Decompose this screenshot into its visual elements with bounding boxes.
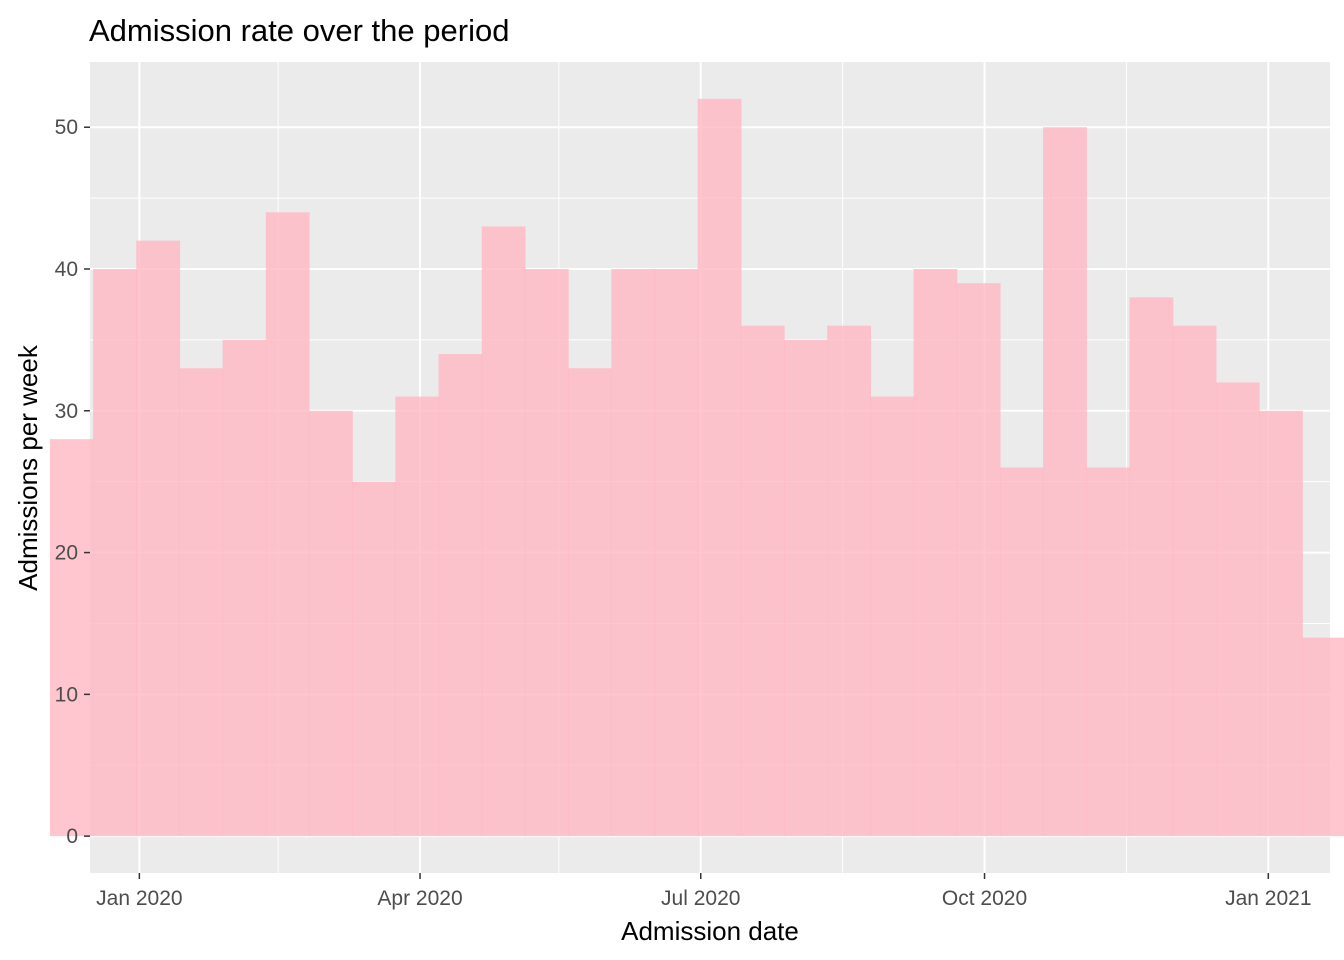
histogram-bar [1215,382,1260,837]
y-axis-title: Admissions per week [13,344,43,591]
histogram-bar [654,269,699,837]
y-tick-label: 30 [55,400,78,423]
histogram-bar [784,339,828,837]
y-tick-label: 0 [66,825,78,848]
x-tick-label: Jan 2020 [96,887,182,910]
histogram-bars [49,98,1344,837]
histogram-bar [697,98,742,837]
x-tick-label: Oct 2020 [942,887,1027,910]
x-axis: Jan 2020 Apr 2020 Jul 2020 Oct 2020 Jan 2021 [96,873,1312,910]
histogram-bar [1302,637,1344,837]
histogram-bar [1129,297,1174,837]
chart-title: Admission rate over the period [89,13,509,48]
histogram-bar [309,410,353,837]
histogram-bar [1086,467,1131,837]
histogram-bar [1043,127,1087,837]
histogram-bar [222,339,267,837]
y-axis: 0 10 20 30 40 50 [55,116,90,848]
histogram-bar [999,467,1044,837]
histogram-bar [568,368,612,837]
histogram-bar [93,269,137,837]
histogram-bar [395,396,440,837]
histogram-bar [870,396,915,837]
y-tick-label: 50 [55,116,78,139]
x-tick-label: Apr 2020 [377,887,462,910]
histogram-bar [352,481,396,837]
x-axis-title: Admission date [621,916,799,946]
histogram-bar [1172,325,1217,837]
histogram-bar [740,325,785,837]
histogram-bar [956,283,1001,837]
histogram-bar [827,325,871,837]
histogram-bar [438,354,483,837]
x-tick-label: Jul 2020 [661,887,740,910]
histogram-bar [265,212,310,837]
y-tick-label: 20 [55,542,78,565]
histogram-bar [49,439,94,837]
x-tick-label: Jan 2021 [1225,887,1311,910]
histogram-bar [524,269,569,837]
histogram-bar [611,269,656,837]
y-tick-label: 40 [55,258,78,281]
histogram-bar [481,226,526,837]
histogram-bar [179,368,224,837]
histogram-bar [136,240,181,837]
y-tick-label: 10 [55,683,78,706]
histogram-bar [1259,410,1303,837]
histogram-bar [913,269,958,837]
